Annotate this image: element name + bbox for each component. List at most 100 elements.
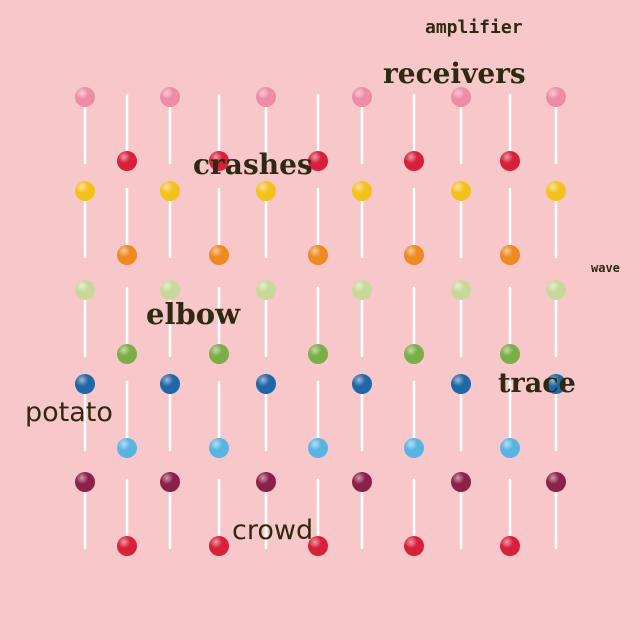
candy-shine xyxy=(352,181,372,201)
lollipop-bottom xyxy=(209,380,229,458)
lollipop-bottom xyxy=(117,187,137,265)
lollipop-bottom xyxy=(209,187,229,265)
lollipop-top xyxy=(352,280,372,358)
lollipop-bottom xyxy=(500,380,520,458)
lollipop-top xyxy=(352,87,372,165)
candy-shine xyxy=(75,87,95,107)
candy-shine xyxy=(160,280,180,300)
candy-shine xyxy=(546,472,566,492)
lollipop-bottom xyxy=(117,478,137,556)
word-wave: wave xyxy=(591,261,620,275)
candy-shine xyxy=(451,472,471,492)
candy-shine xyxy=(117,536,137,556)
lollipop-top xyxy=(256,87,276,165)
lollipop-bottom xyxy=(500,286,520,364)
word-receivers: receivers xyxy=(383,57,526,90)
word-elbow: elbow xyxy=(146,297,241,331)
word-amplifier: amplifier xyxy=(425,17,523,38)
candy-shine xyxy=(75,280,95,300)
lollipop-top xyxy=(75,87,95,165)
candy-shine xyxy=(451,374,471,394)
word-trace: trace xyxy=(498,368,576,399)
lollipop-bottom xyxy=(308,478,328,556)
lollipop-bottom xyxy=(117,380,137,458)
candy-shine xyxy=(352,472,372,492)
word-crashes: crashes xyxy=(193,148,313,181)
candy-shine xyxy=(209,536,229,556)
lollipop-top xyxy=(256,181,276,259)
candy-shine xyxy=(160,374,180,394)
candy-shine xyxy=(451,280,471,300)
lollipop-bottom xyxy=(404,286,424,364)
candy-shine xyxy=(256,472,276,492)
candy-shine xyxy=(117,344,137,364)
candy-shine xyxy=(160,181,180,201)
lollipop-bottom xyxy=(404,187,424,265)
lollipop-bottom xyxy=(308,93,328,171)
lollipop-bottom xyxy=(209,93,229,171)
candy-shine xyxy=(256,280,276,300)
lollipop-bottom xyxy=(117,286,137,364)
lollipop-bottom xyxy=(117,93,137,171)
lollipop-bottom xyxy=(404,478,424,556)
candy-shine xyxy=(500,344,520,364)
lollipop-top xyxy=(451,472,471,550)
candy-shine xyxy=(209,344,229,364)
lollipop-top xyxy=(546,280,566,358)
lollipop-top xyxy=(546,374,566,452)
candy-shine xyxy=(500,151,520,171)
lollipop-top xyxy=(352,472,372,550)
candy-shine xyxy=(404,344,424,364)
lollipop-top xyxy=(256,472,276,550)
candy-shine xyxy=(546,280,566,300)
candy-shine xyxy=(352,374,372,394)
candy-shine xyxy=(256,181,276,201)
candy-shine xyxy=(308,344,328,364)
candy-shine xyxy=(117,151,137,171)
lollipop-bottom xyxy=(500,478,520,556)
lollipop-top xyxy=(256,280,276,358)
candy-shine xyxy=(117,438,137,458)
candy-shine xyxy=(308,151,328,171)
candy-shine xyxy=(352,280,372,300)
lollipop-top xyxy=(451,181,471,259)
candy-shine xyxy=(451,87,471,107)
word-potato: potato xyxy=(25,397,113,428)
lollipop-bottom xyxy=(308,187,328,265)
lollipop-top xyxy=(352,181,372,259)
candy-shine xyxy=(160,87,180,107)
candy-shine xyxy=(75,472,95,492)
lollipop-bottom xyxy=(500,187,520,265)
candy-shine xyxy=(546,181,566,201)
lollipop-top xyxy=(75,181,95,259)
lollipop-top xyxy=(546,181,566,259)
lollipop-top xyxy=(256,374,276,452)
lollipop-top xyxy=(352,374,372,452)
lollipop-bottom xyxy=(404,93,424,171)
candy-shine xyxy=(404,151,424,171)
lollipop-top xyxy=(160,87,180,165)
lollipop-top xyxy=(160,181,180,259)
candy-shine xyxy=(352,87,372,107)
candy-shine xyxy=(209,245,229,265)
candy-shine xyxy=(75,374,95,394)
lollipop-top xyxy=(160,280,180,358)
candy-shine xyxy=(546,374,566,394)
lollipop-top xyxy=(75,374,95,452)
lollipop-bottom xyxy=(209,286,229,364)
lollipop-top xyxy=(75,472,95,550)
candy-shine xyxy=(500,536,520,556)
lollipop-top xyxy=(75,280,95,358)
word-crowd: crowd xyxy=(232,515,314,546)
lollipop-top xyxy=(546,472,566,550)
candy-shine xyxy=(546,87,566,107)
candy-shine xyxy=(500,438,520,458)
candy-shine xyxy=(256,87,276,107)
candy-shine xyxy=(404,245,424,265)
candy-shine xyxy=(404,438,424,458)
candy-shine xyxy=(500,245,520,265)
candy-shine xyxy=(308,438,328,458)
candy-shine xyxy=(160,472,180,492)
candy-shine xyxy=(75,181,95,201)
